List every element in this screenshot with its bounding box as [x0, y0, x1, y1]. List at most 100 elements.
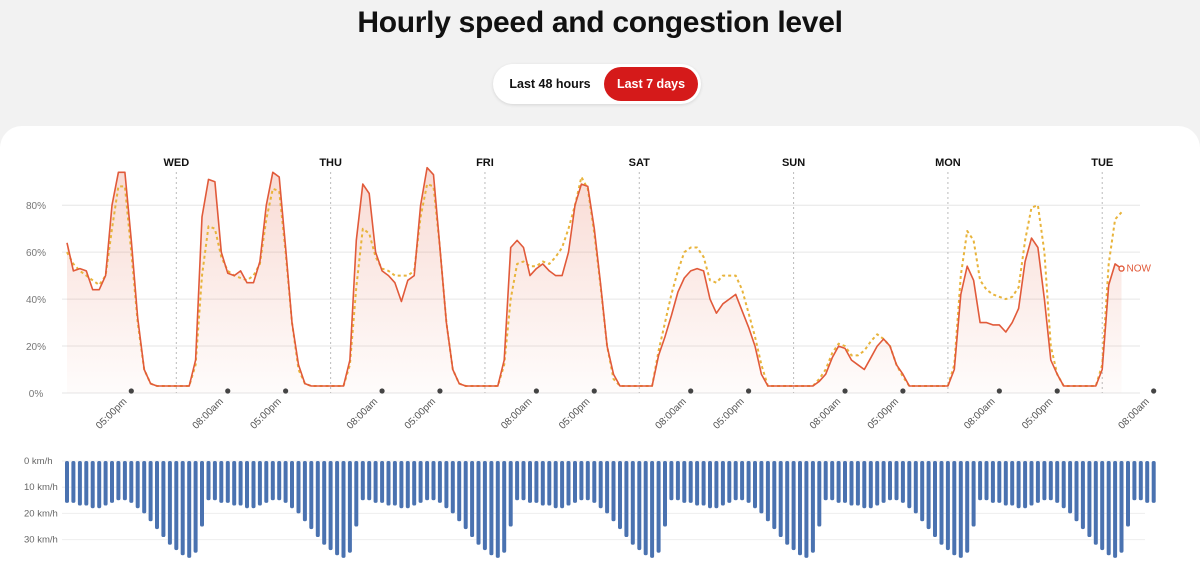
speed-bar	[463, 461, 468, 530]
last-48-hours-tab[interactable]: Last 48 hours	[509, 77, 591, 91]
speed-bar	[457, 461, 462, 522]
day-label: FRI	[476, 157, 494, 169]
speed-bar	[888, 461, 892, 501]
last-7-days-tab[interactable]: Last 7 days	[604, 67, 698, 101]
speed-bar	[1093, 461, 1098, 545]
speed-bar	[772, 461, 777, 530]
speed-bar	[508, 461, 513, 527]
speed-bar	[727, 461, 732, 503]
speed-bar	[412, 461, 417, 506]
speed-bar	[257, 461, 262, 506]
speed-bar	[444, 461, 449, 509]
speed-bar	[296, 461, 301, 514]
speed-bar	[270, 461, 275, 501]
speed-bar	[399, 461, 404, 509]
now-label: NOW	[1127, 264, 1152, 275]
y-tick-label: 60%	[26, 248, 46, 259]
range-toggle: Last 48 hours Last 7 days	[493, 64, 701, 104]
speed-bar	[965, 461, 970, 553]
speed-bar	[1035, 461, 1040, 503]
x-tick-dot	[1151, 388, 1157, 394]
speed-bar	[251, 461, 256, 509]
speed-bar	[630, 461, 635, 545]
speed-bar	[990, 461, 995, 503]
speed-bar	[765, 461, 770, 522]
speed-bar	[380, 461, 385, 503]
speed-bar	[1113, 461, 1118, 558]
speed-bar	[437, 461, 442, 503]
speed-bar	[84, 461, 89, 506]
x-tick-label: 08:00am	[962, 396, 997, 431]
speed-bar	[148, 461, 153, 522]
speed-bar	[277, 461, 282, 501]
speed-bar	[405, 461, 410, 509]
speed-bar	[913, 461, 918, 514]
speed-bar	[1061, 461, 1066, 509]
speed-bar	[1016, 461, 1021, 509]
x-tick-dot	[591, 388, 597, 394]
speed-bar	[155, 461, 159, 530]
x-tick-label: 08:00am	[654, 396, 689, 431]
speed-bar	[347, 461, 352, 553]
speed-bar	[1010, 461, 1015, 506]
speed-bar	[341, 461, 346, 558]
speed-bar	[560, 461, 565, 509]
speed-bar	[804, 461, 809, 558]
speed-bar	[1068, 461, 1073, 514]
speed-bar	[386, 461, 391, 506]
x-tick-label: 05:00pm	[711, 396, 746, 431]
speed-bar	[540, 461, 545, 506]
speed-bar	[817, 461, 822, 527]
speed-bar	[521, 461, 526, 501]
speed-bar	[637, 461, 642, 551]
speed-bar	[656, 461, 661, 553]
speed-bar	[688, 461, 693, 503]
day-label: THU	[319, 157, 342, 169]
speed-bar	[753, 461, 757, 509]
speed-bar	[392, 461, 397, 506]
speed-bar	[290, 461, 294, 509]
page-title: Hourly speed and congestion level	[357, 6, 843, 39]
speed-bar	[482, 461, 487, 551]
x-tick-label: 08:00am	[808, 396, 843, 431]
speed-bar	[547, 461, 552, 506]
speed-bar	[791, 461, 796, 551]
speed-bar	[978, 461, 983, 501]
speed-bar	[425, 461, 430, 501]
speed-bar	[116, 461, 121, 501]
speed-bar	[212, 461, 217, 501]
speed-bar	[97, 461, 102, 509]
speed-bar	[470, 461, 475, 537]
speed-bar	[245, 461, 249, 509]
day-label: MON	[935, 157, 961, 169]
speed-bar	[579, 461, 584, 501]
speed-bar	[663, 461, 667, 527]
speed-bar	[682, 461, 687, 503]
speed-bar	[167, 461, 172, 545]
speed-bar	[849, 461, 854, 506]
speed-bar	[360, 461, 365, 501]
x-tick-dot	[379, 388, 385, 394]
x-tick-dot	[900, 388, 906, 394]
speed-bar	[161, 461, 166, 537]
speed-bar	[489, 461, 494, 556]
speed-bar	[605, 461, 610, 514]
speed-bar	[431, 461, 436, 501]
speed-bar	[810, 461, 815, 553]
speed-bar	[1100, 461, 1105, 551]
speed-bar	[843, 461, 847, 503]
speed-bar	[1074, 461, 1079, 522]
speed-bar	[695, 461, 700, 506]
day-label: SAT	[629, 157, 650, 169]
speed-bar	[984, 461, 989, 501]
speed-bar	[971, 461, 976, 527]
speed-bar	[200, 461, 204, 527]
x-tick-label: 05:00pm	[866, 396, 901, 431]
speed-bar	[720, 461, 725, 506]
speed-bar	[997, 461, 1002, 503]
speed-bar	[90, 461, 95, 509]
x-tick-label: 05:00pm	[94, 396, 129, 431]
speed-bar	[187, 461, 192, 558]
speed-bar	[534, 461, 539, 503]
speed-bar	[740, 461, 745, 501]
